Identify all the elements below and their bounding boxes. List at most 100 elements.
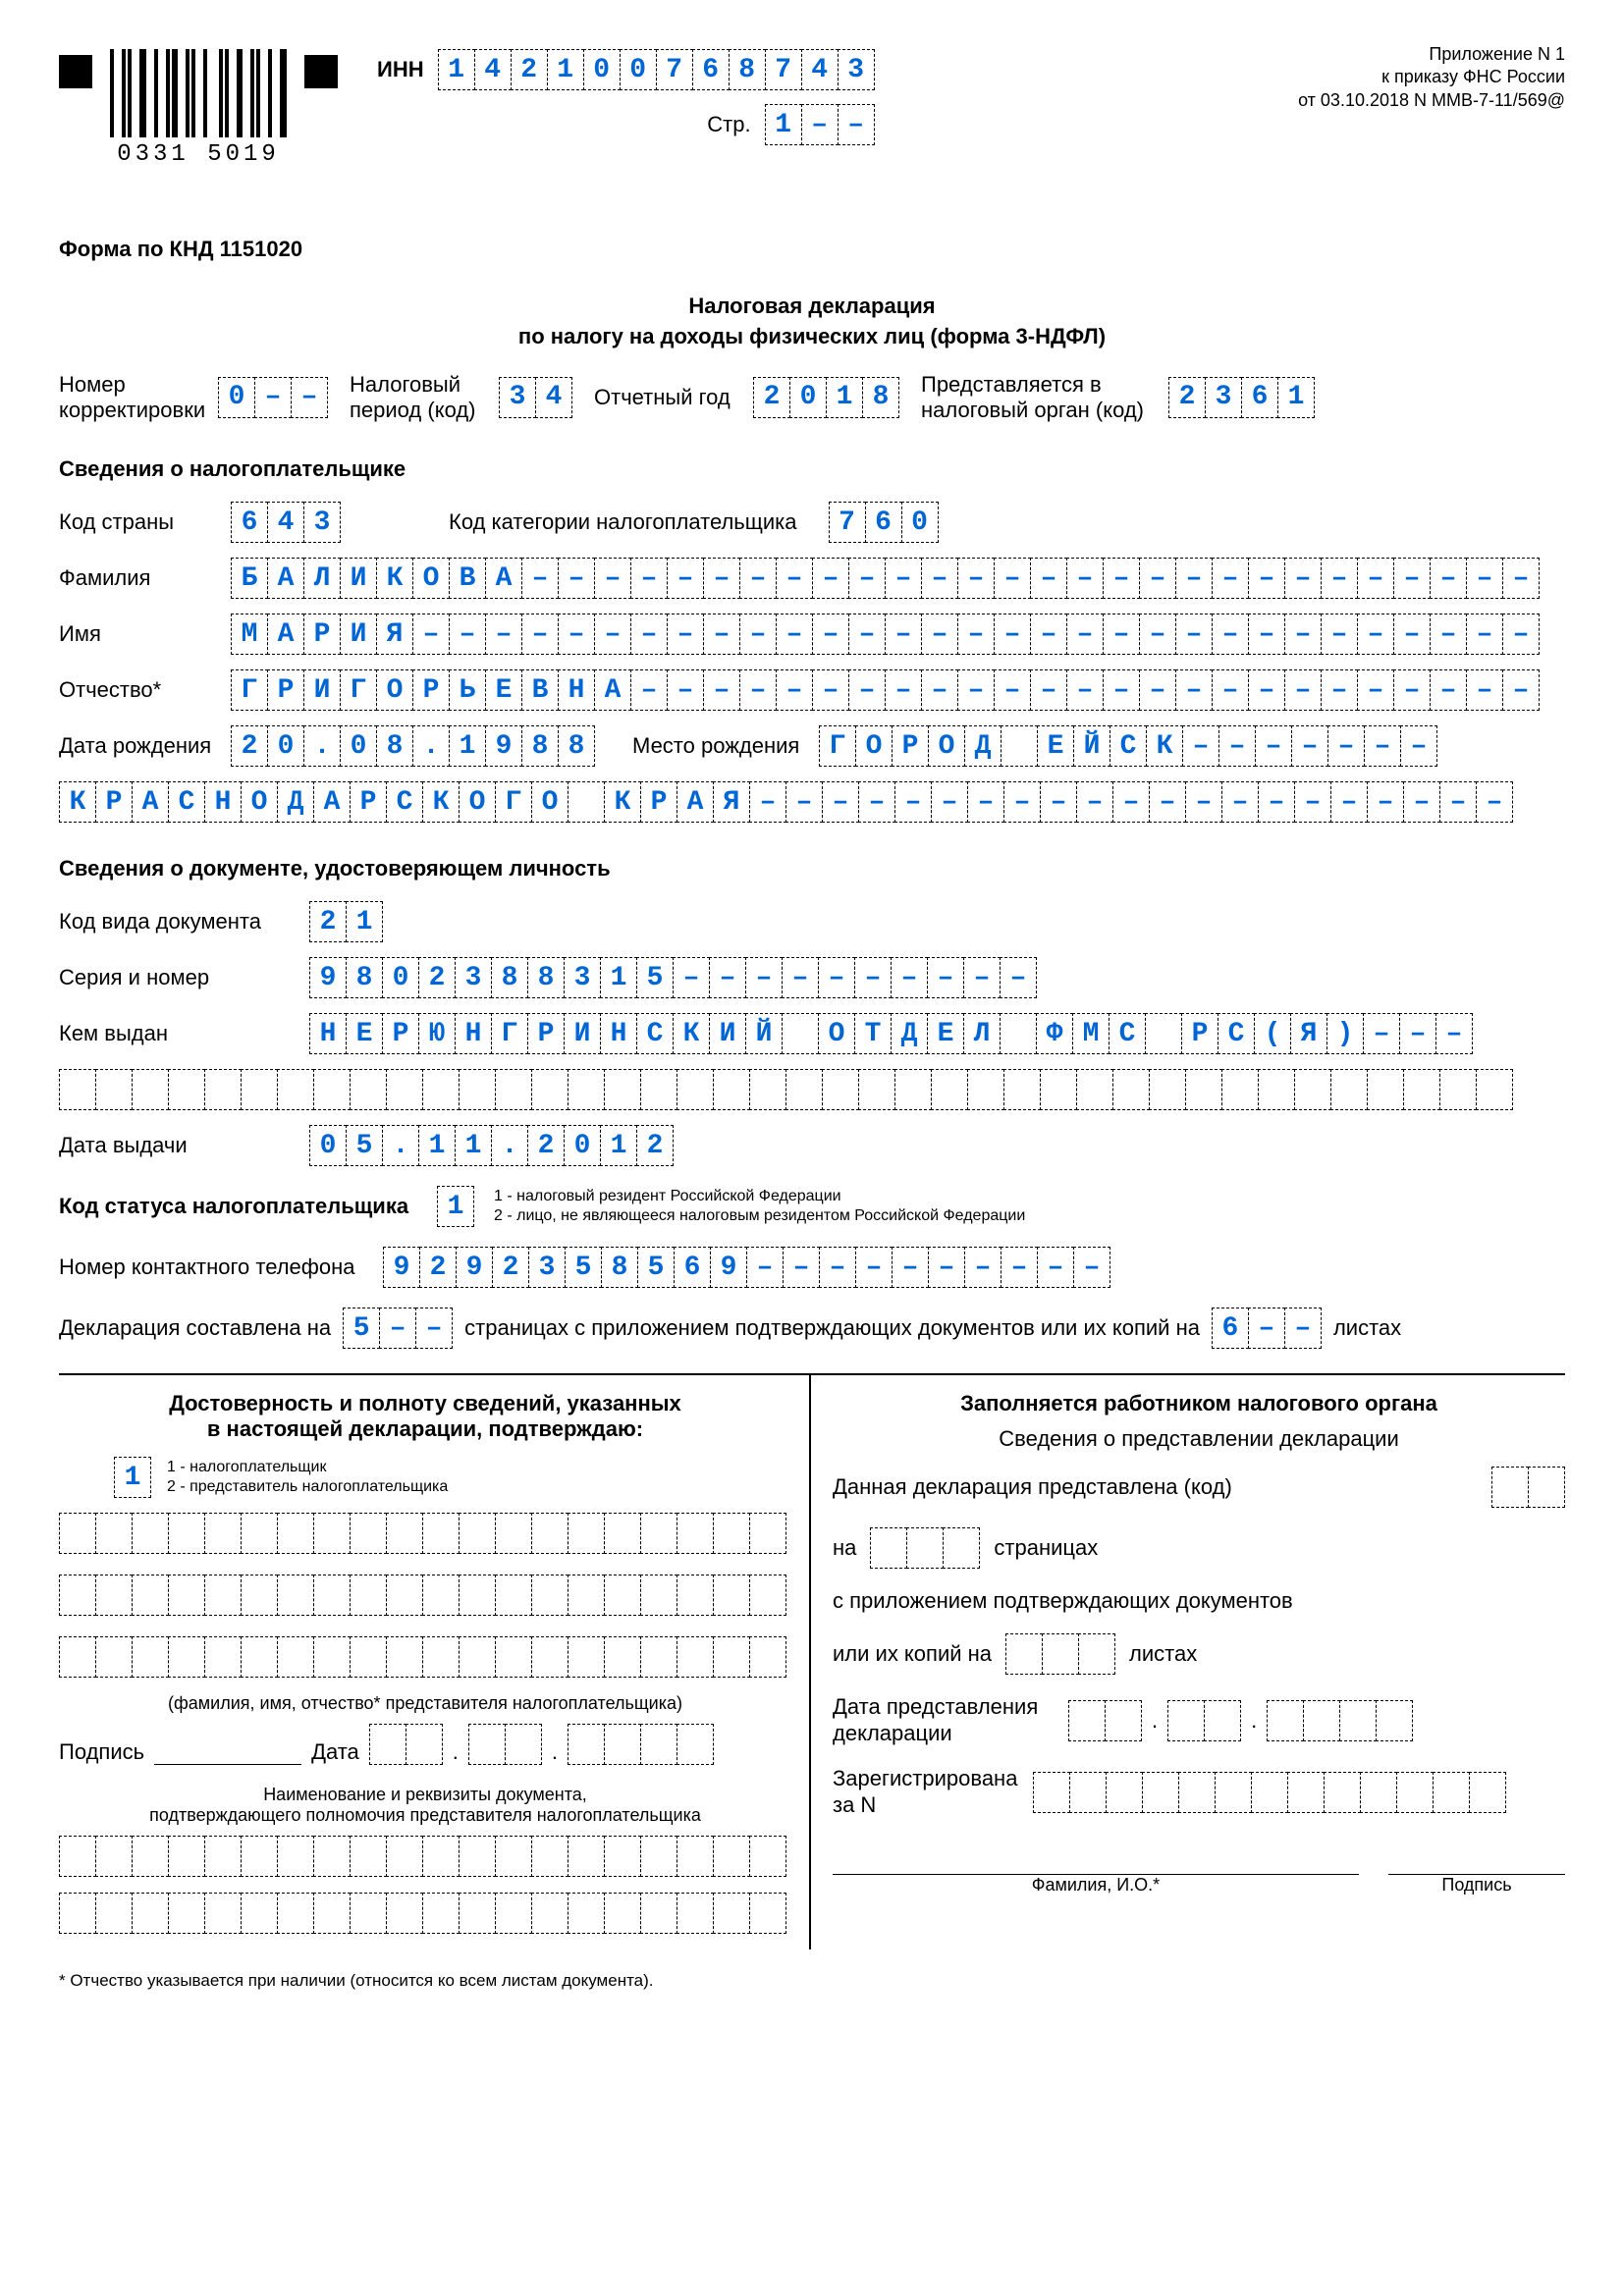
on-label: на — [833, 1535, 856, 1561]
rep-row2 — [59, 1575, 786, 1616]
org-label: Представляется в налоговый орган (код) — [921, 372, 1147, 424]
composed-middle: страницах с приложением подтверждающих д… — [464, 1315, 1200, 1341]
period-label: Налоговый период (код) — [350, 372, 477, 424]
phone-cells: 9292358569–––––––––– — [383, 1247, 1110, 1288]
serial-cells: 9802388315–––––––––– — [309, 957, 1037, 998]
inn-label: ИНН — [377, 57, 424, 82]
title-line1: Налоговая декларация — [59, 292, 1565, 322]
taxpayer-section-title: Сведения о налогоплательщике — [59, 456, 1565, 482]
confirm-title1: Достоверность и полноту сведений, указан… — [59, 1391, 791, 1416]
composed-suffix: листах — [1333, 1315, 1401, 1341]
official-pages-cells — [870, 1527, 980, 1569]
patronymic-cells: ГРИГОРЬЕВНА––––––––––––––––––––––––– — [231, 669, 1540, 711]
confirm-hint2: 2 - представитель налогоплательщика — [167, 1477, 448, 1498]
main-codes-row: Номер корректировки 0–– Налоговый период… — [59, 372, 1565, 424]
page-cells: 1–– — [765, 104, 875, 145]
composed-prefix: Декларация составлена на — [59, 1315, 331, 1341]
bottom-two-col: Достоверность и полноту сведений, указан… — [59, 1373, 1565, 1949]
country-cells: 643 — [231, 502, 341, 543]
confirm-title2: в настоящей декларации, подтверждаю: — [59, 1416, 791, 1442]
doc-code-cells: 21 — [309, 901, 383, 942]
black-square-left — [59, 55, 92, 88]
issued-by-label: Кем выдан — [59, 1021, 309, 1046]
fio-line — [833, 1847, 1359, 1875]
off-sign-line — [1388, 1847, 1565, 1875]
pob-cells-2: КРАСНОДАРСКОГОКРАЯ––––––––––––––––––––– — [59, 781, 1513, 823]
rep-caption: (фамилия, имя, отчество* представителя н… — [59, 1693, 791, 1714]
official-subtitle: Сведения о представлении декларации — [833, 1426, 1565, 1452]
period-cells: 34 — [499, 377, 572, 418]
presented-label: Данная декларация представлена (код) — [833, 1474, 1232, 1500]
pob-cells-1: ГОРОДЕЙСК––––––– — [819, 725, 1437, 767]
name-cells: МАРИЯ––––––––––––––––––––––––––––––– — [231, 614, 1540, 655]
fio-label: Фамилия, И.О.* — [833, 1875, 1359, 1896]
title-block: Налоговая декларация по налогу на доходы… — [59, 292, 1565, 352]
doc-code-label: Код вида документа — [59, 909, 309, 934]
document-section-title: Сведения о документе, удостоверяющем лич… — [59, 856, 1565, 881]
off-sign-label: Подпись — [1388, 1875, 1565, 1896]
appendix-line2: к приказу ФНС России — [1298, 66, 1565, 88]
confirm-date-cells3 — [568, 1724, 714, 1765]
surname-cells: БАЛИКОВА–––––––––––––––––––––––––––– — [231, 558, 1540, 599]
off-date2 — [1167, 1700, 1241, 1741]
title-line2: по налогу на доходы физических лиц (форм… — [59, 322, 1565, 352]
corr-label: Номер корректировки — [59, 372, 196, 424]
doc-row2 — [59, 1893, 786, 1934]
issued-by-cells-1: НЕРЮНГРИНСКИЙОТДЕЛФМСРС(Я)––– — [309, 1013, 1473, 1054]
header-appendix: Приложение N 1 к приказу ФНС России от 0… — [1298, 43, 1565, 112]
appendix-line1: Приложение N 1 — [1298, 43, 1565, 66]
reg-label: Зарегистрирована за N — [833, 1766, 1019, 1818]
year-cells: 2018 — [753, 377, 899, 418]
doc-caption2: подтверждающего полномочия представителя… — [59, 1805, 791, 1826]
pages-suffix: страницах — [994, 1535, 1098, 1561]
copies-label: или их копий на — [833, 1641, 992, 1667]
category-cells: 760 — [829, 502, 939, 543]
dob-cells: 20.08.1988 — [231, 725, 595, 767]
reg-cells — [1033, 1772, 1506, 1813]
off-date1 — [1068, 1700, 1142, 1741]
org-cells: 2361 — [1168, 377, 1315, 418]
official-date-label: Дата представления декларации — [833, 1694, 1058, 1746]
status-hint2: 2 - лицо, не являющееся налоговым резиде… — [494, 1206, 1025, 1227]
doc-row1 — [59, 1836, 786, 1877]
appendix-line3: от 03.10.2018 N ММВ-7-11/569@ — [1298, 89, 1565, 112]
footnote: * Отчество указывается при наличии (отно… — [59, 1971, 1565, 1991]
sheets-suffix: листах — [1129, 1641, 1197, 1667]
status-hint1: 1 - налоговый резидент Российской Федера… — [494, 1187, 1025, 1207]
barcode: 0331 5019 — [110, 49, 287, 168]
signature-line — [154, 1737, 301, 1765]
composed-pages-cells: 5–– — [343, 1308, 453, 1349]
composed-sheets-cells: 6–– — [1212, 1308, 1322, 1349]
confirm-hint1: 1 - налогоплательщик — [167, 1458, 448, 1478]
name-label: Имя — [59, 621, 231, 647]
category-label: Код категории налогоплательщика — [449, 509, 797, 535]
doc-caption1: Наименование и реквизиты документа, — [59, 1785, 791, 1805]
attach-label: с приложением подтверждающих документов — [833, 1588, 1565, 1614]
status-label: Код статуса налогоплательщика — [59, 1194, 417, 1219]
country-label: Код страны — [59, 509, 211, 535]
serial-label: Серия и номер — [59, 965, 309, 990]
barcode-text: 0331 5019 — [117, 141, 280, 168]
issue-date-label: Дата выдачи — [59, 1133, 309, 1158]
sign-label: Подпись — [59, 1739, 144, 1765]
off-date3 — [1267, 1700, 1413, 1741]
page-label: Стр. — [707, 112, 750, 137]
dob-label: Дата рождения — [59, 733, 221, 759]
rep-row3 — [59, 1636, 786, 1678]
patronymic-label: Отчество* — [59, 677, 231, 703]
rep-row1 — [59, 1513, 786, 1554]
date-label: Дата — [311, 1739, 359, 1765]
confirm-value-cells: 1 — [114, 1457, 151, 1498]
corr-cells: 0–– — [218, 377, 328, 418]
year-label: Отчетный год — [594, 385, 731, 410]
status-cells: 1 — [437, 1186, 474, 1227]
phone-label: Номер контактного телефона — [59, 1255, 383, 1280]
issue-date-cells: 05.11.2012 — [309, 1125, 674, 1166]
confirm-date-cells — [369, 1724, 443, 1765]
presented-cells — [1491, 1467, 1565, 1508]
form-code: Форма по КНД 1151020 — [59, 237, 1565, 262]
pob-label: Место рождения — [632, 733, 809, 759]
issued-by-cells-2 — [59, 1069, 1513, 1110]
official-title: Заполняется работником налогового органа — [833, 1391, 1565, 1416]
inn-cells: 142100768743 — [438, 49, 875, 90]
